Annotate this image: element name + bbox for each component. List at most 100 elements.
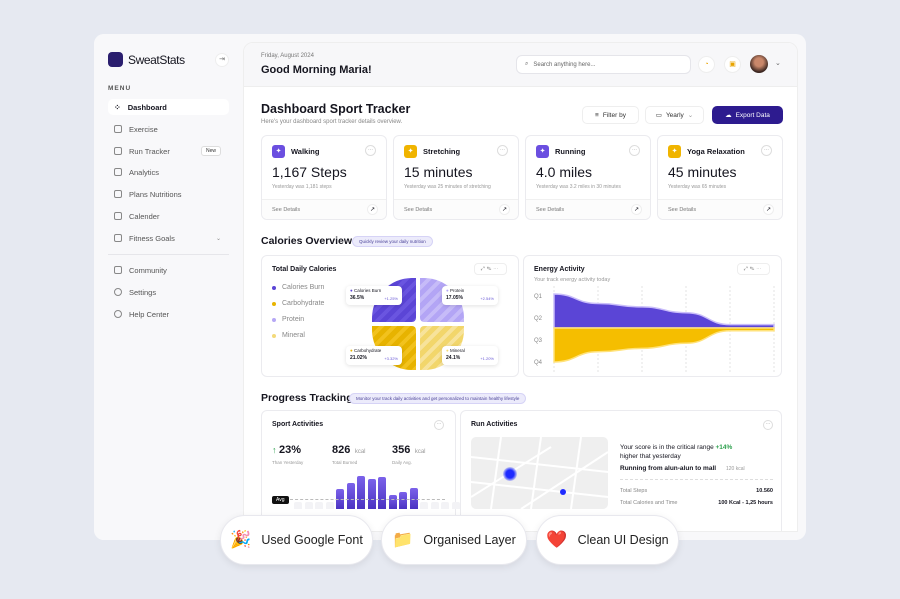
- gear-icon: [114, 288, 122, 296]
- notification-button[interactable]: ◔: [698, 56, 715, 73]
- goals-icon: [114, 234, 122, 242]
- activity-bar[interactable]: [357, 476, 365, 509]
- sidebar-item-plans-nutritions[interactable]: Plans Nutritions: [108, 186, 229, 202]
- kpi-card-yoga-relaxation: ✦ Yoga Relaxation ⋯ 45 minutes Yesterday…: [657, 135, 783, 220]
- sidebar-item-community[interactable]: Community: [108, 262, 229, 278]
- activity-bar[interactable]: [451, 502, 460, 509]
- more-button[interactable]: ⋯: [761, 145, 772, 156]
- sidebar-item-help-center[interactable]: Help Center: [108, 306, 229, 322]
- tooltip-dot: ●: [350, 348, 354, 353]
- kpi-title: Walking: [291, 147, 320, 156]
- arrow-up-icon: ↑: [272, 445, 280, 455]
- tooltip-dot: ●: [446, 288, 450, 293]
- arrow-up-right-icon[interactable]: ↗: [763, 204, 774, 215]
- card-tools[interactable]: ⤢✎⋯: [737, 263, 770, 275]
- arrow-up-right-icon[interactable]: ↗: [367, 204, 378, 215]
- activity-icon: ✦: [272, 145, 285, 158]
- progress-section-title: Progress Tracking: [261, 392, 353, 404]
- run-stat-row: Total Steps 10.560: [620, 488, 773, 494]
- arrow-up-right-icon[interactable]: ↗: [499, 204, 510, 215]
- more-button[interactable]: ⋯: [629, 145, 640, 156]
- calorie-tooltip: ● Mineral 24.1% +1.20%: [442, 346, 498, 365]
- top-header: Friday, August 2024 Good Morning Maria! …: [244, 43, 797, 87]
- sidebar-item-calender[interactable]: Calender: [108, 208, 229, 224]
- more-button[interactable]: ⋯: [763, 420, 773, 430]
- end-point-marker: [560, 489, 566, 495]
- calorie-tooltip: ● Protein 17.05% +2.54%: [442, 286, 498, 305]
- feature-pill: 🎉 Used Google Font: [220, 515, 373, 565]
- kpi-note: Yesterday was 65 minutes: [668, 184, 727, 190]
- activity-bar[interactable]: [399, 492, 407, 509]
- see-details-link[interactable]: See Details: [536, 207, 565, 213]
- calendar-icon: ▭: [655, 112, 662, 119]
- chevron-down-icon[interactable]: ⌄: [775, 60, 781, 67]
- main-content: Friday, August 2024 Good Morning Maria! …: [243, 42, 798, 532]
- map-streets: [471, 437, 608, 509]
- more-button[interactable]: ⋯: [497, 145, 508, 156]
- kpi-footer: [658, 199, 782, 219]
- sidebar-item-settings[interactable]: Settings: [108, 284, 229, 300]
- page-subtitle: Here's your dashboard sport tracker deta…: [261, 119, 403, 125]
- activity-bar[interactable]: [315, 502, 323, 509]
- activity-bar[interactable]: [430, 502, 439, 509]
- activity-bar[interactable]: [378, 477, 386, 509]
- search-input[interactable]: ⌕ Search anything here...: [516, 55, 691, 74]
- calendar-icon: [114, 212, 122, 220]
- activity-bar[interactable]: [346, 483, 355, 509]
- card-title: Run Activities: [471, 421, 518, 428]
- arrow-up-right-icon[interactable]: ↗: [631, 204, 642, 215]
- sidebar-item-exercise[interactable]: Exercise: [108, 121, 229, 137]
- score-text: Your score is in the critical range +14%…: [620, 444, 733, 460]
- avatar[interactable]: [750, 55, 768, 73]
- card-tools[interactable]: ⤢✎⋯: [474, 263, 507, 275]
- activity-bar[interactable]: [409, 488, 418, 509]
- feature-icon: 📁: [392, 530, 414, 549]
- runner-icon: [114, 147, 122, 155]
- sidebar-item-run-tracker[interactable]: Run Tracker New: [108, 143, 229, 159]
- activity-bar[interactable]: [304, 502, 313, 509]
- tooltip-dot: ●: [350, 288, 354, 293]
- filter-button[interactable]: ≡ Filter by: [582, 106, 639, 124]
- energy-upper-area[interactable]: [553, 293, 775, 329]
- sidebar-item-dashboard[interactable]: ⁘ Dashboard: [108, 99, 229, 115]
- kpi-note: Yesterday was 1,181 steps: [272, 184, 332, 190]
- more-button[interactable]: ⋯: [434, 420, 444, 430]
- legend-item: Protein: [272, 316, 304, 323]
- kpi-value: 1,167 Steps: [272, 164, 347, 180]
- collapse-sidebar-button[interactable]: ⇥: [215, 53, 229, 67]
- grid-icon: ⁘: [114, 102, 121, 112]
- page-title: Dashboard Sport Tracker: [261, 102, 411, 116]
- y-tick-label: Q2: [534, 316, 543, 322]
- dumbbell-icon: [114, 125, 122, 133]
- run-map[interactable]: [471, 437, 608, 509]
- activity-bar[interactable]: [388, 495, 397, 509]
- activity-bar[interactable]: [441, 502, 449, 509]
- sport-stat: 356 kcal Daily Avg.: [392, 444, 426, 465]
- activity-bar[interactable]: [420, 502, 428, 509]
- activity-bar[interactable]: [367, 479, 376, 509]
- activity-bar[interactable]: [294, 502, 302, 509]
- start-point-marker: [503, 467, 517, 481]
- kpi-title: Stretching: [423, 147, 461, 156]
- inbox-button[interactable]: ▣: [724, 56, 741, 73]
- activity-bar[interactable]: [325, 502, 334, 509]
- card-title: Energy Activity: [534, 266, 585, 273]
- energy-activity-card: Energy Activity Your track energy activi…: [523, 255, 782, 377]
- energy-lower-area[interactable]: [553, 327, 775, 363]
- sidebar-item-fitness-goals[interactable]: Fitness Goals ⌄: [108, 230, 229, 246]
- export-data-button[interactable]: ☁ Export Data: [712, 106, 783, 124]
- feature-icon: 🎉: [230, 530, 252, 549]
- feature-pill: 📁 Organised Layer: [381, 515, 527, 565]
- run-activities-card: Run Activities ⋯ Your score is in the cr…: [460, 410, 782, 531]
- period-select[interactable]: ▭ Yearly ⌄: [645, 106, 704, 124]
- avg-line: [290, 499, 445, 500]
- tooltip-dot: ●: [446, 348, 450, 353]
- kpi-footer: [262, 199, 386, 219]
- more-button[interactable]: ⋯: [365, 145, 376, 156]
- sidebar-item-analytics[interactable]: Analytics: [108, 164, 229, 180]
- see-details-link[interactable]: See Details: [404, 207, 433, 213]
- y-tick-label: Q1: [534, 294, 543, 300]
- calories-pill: Quickly review your daily nutrition: [352, 236, 433, 247]
- see-details-link[interactable]: See Details: [668, 207, 697, 213]
- see-details-link[interactable]: See Details: [272, 207, 301, 213]
